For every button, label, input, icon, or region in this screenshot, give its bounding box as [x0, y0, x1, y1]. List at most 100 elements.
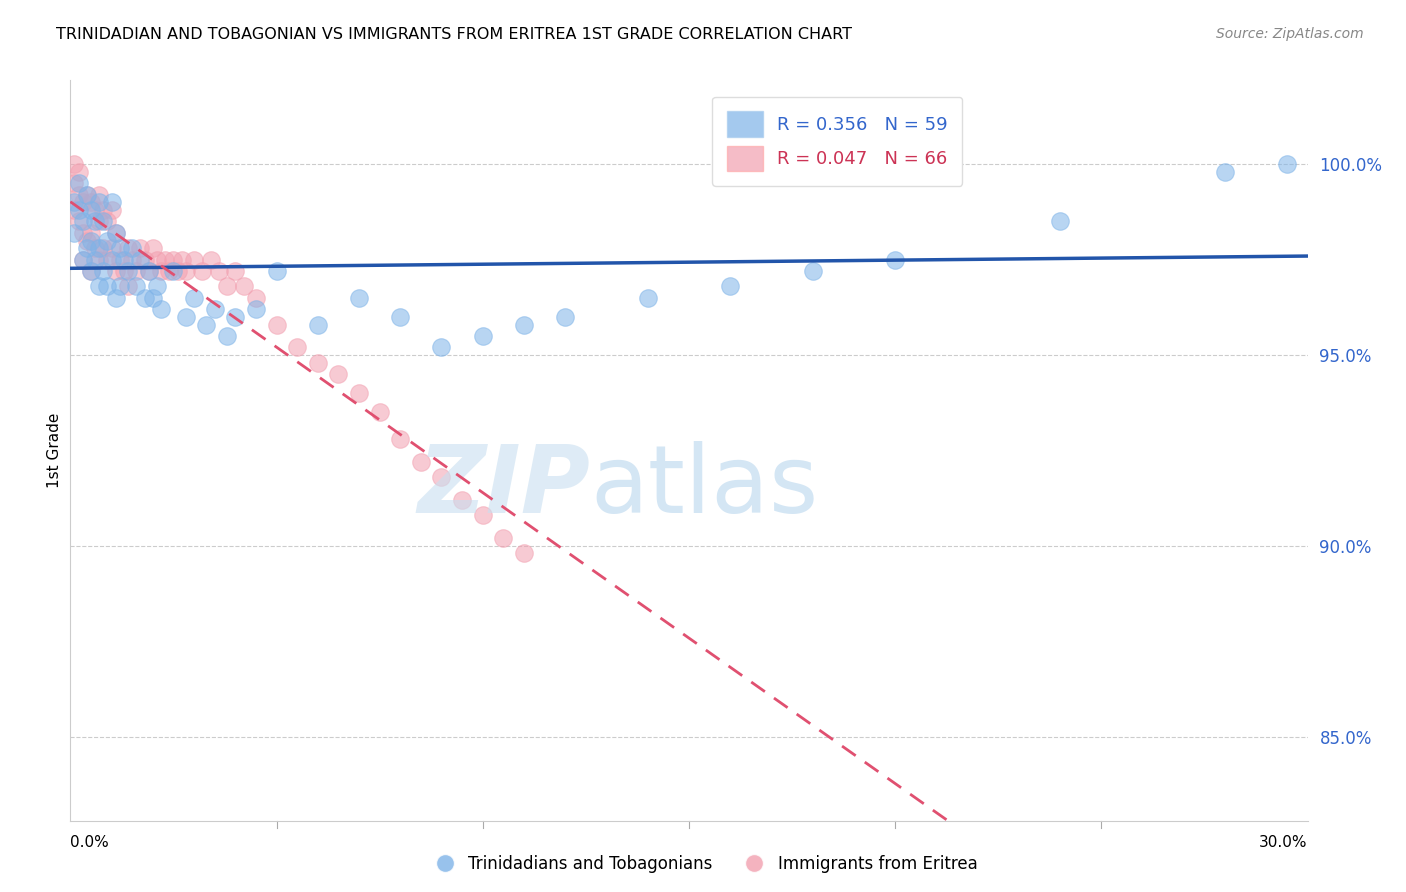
Point [117, 279, 139, 293]
Point [67, 177, 90, 191]
Point [117, 264, 139, 278]
Point [108, 241, 131, 255]
Point [1213, 165, 1236, 179]
Point [183, 252, 205, 267]
Point [96, 234, 118, 248]
Text: 30.0%: 30.0% [1260, 836, 1308, 850]
Point [80, 264, 103, 278]
Text: ZIP: ZIP [418, 442, 591, 533]
Point [84, 241, 107, 255]
Point [108, 252, 131, 267]
Point [91, 202, 114, 217]
Point [121, 252, 143, 267]
Point [72, 214, 94, 228]
Point [389, 310, 412, 324]
Point [162, 264, 184, 278]
Point [328, 367, 350, 381]
Point [307, 356, 329, 370]
Point [89, 195, 111, 210]
Point [96, 214, 118, 228]
Point [63, 226, 86, 240]
Point [554, 310, 576, 324]
Point [347, 291, 370, 305]
Point [162, 252, 184, 267]
Point [80, 226, 103, 240]
Point [84, 252, 107, 267]
Point [1275, 157, 1298, 171]
Point [67, 202, 90, 217]
Point [112, 264, 135, 278]
Point [266, 264, 288, 278]
Point [104, 226, 127, 240]
Point [266, 318, 288, 332]
Point [174, 310, 197, 324]
Point [245, 291, 267, 305]
Point [409, 455, 432, 469]
Point [76, 234, 98, 248]
Point [117, 241, 139, 255]
Point [208, 264, 231, 278]
Point [63, 195, 86, 210]
Point [195, 318, 218, 332]
Point [76, 241, 98, 255]
Point [451, 493, 474, 508]
Point [224, 264, 246, 278]
Point [104, 291, 127, 305]
Point [204, 302, 226, 317]
Text: TRINIDADIAN AND TOBAGONIAN VS IMMIGRANTS FROM ERITREA 1ST GRADE CORRELATION CHAR: TRINIDADIAN AND TOBAGONIAN VS IMMIGRANTS… [56, 27, 852, 42]
Point [430, 470, 453, 484]
Point [104, 226, 127, 240]
Point [63, 177, 86, 191]
Point [67, 187, 90, 202]
Point [96, 279, 118, 293]
Point [76, 187, 98, 202]
Point [150, 302, 173, 317]
Point [100, 202, 122, 217]
Point [84, 214, 107, 228]
Point [368, 405, 391, 419]
Point [129, 241, 152, 255]
Point [146, 252, 169, 267]
Legend: Trinidadians and Tobagonians, Immigrants from Eritrea: Trinidadians and Tobagonians, Immigrants… [422, 848, 984, 880]
Point [224, 310, 246, 324]
Point [63, 202, 86, 217]
Point [166, 264, 188, 278]
Point [170, 252, 193, 267]
Point [100, 241, 122, 255]
Point [72, 252, 94, 267]
Point [84, 202, 107, 217]
Point [89, 279, 111, 293]
Point [157, 264, 180, 278]
Text: Source: ZipAtlas.com: Source: ZipAtlas.com [1216, 27, 1364, 41]
Point [191, 264, 214, 278]
Point [637, 291, 659, 305]
Point [471, 508, 494, 523]
Text: 0.0%: 0.0% [70, 836, 110, 850]
Point [80, 234, 103, 248]
Point [67, 214, 90, 228]
Point [134, 252, 156, 267]
Point [121, 241, 143, 255]
Point [129, 252, 152, 267]
Point [125, 264, 148, 278]
Point [513, 318, 536, 332]
Point [112, 252, 135, 267]
Legend: R = 0.356   N = 59, R = 0.047   N = 66: R = 0.356 N = 59, R = 0.047 N = 66 [713, 96, 963, 186]
Point [89, 241, 111, 255]
Point [125, 279, 148, 293]
Y-axis label: 1st Grade: 1st Grade [46, 413, 62, 488]
Point [91, 264, 114, 278]
Point [89, 252, 111, 267]
Point [183, 291, 205, 305]
Point [307, 318, 329, 332]
Point [153, 252, 176, 267]
Point [72, 226, 94, 240]
Point [63, 157, 86, 171]
Point [471, 329, 494, 343]
Point [285, 340, 308, 354]
Point [150, 264, 173, 278]
Point [492, 531, 515, 545]
Point [76, 187, 98, 202]
Point [146, 279, 169, 293]
Point [138, 264, 160, 278]
